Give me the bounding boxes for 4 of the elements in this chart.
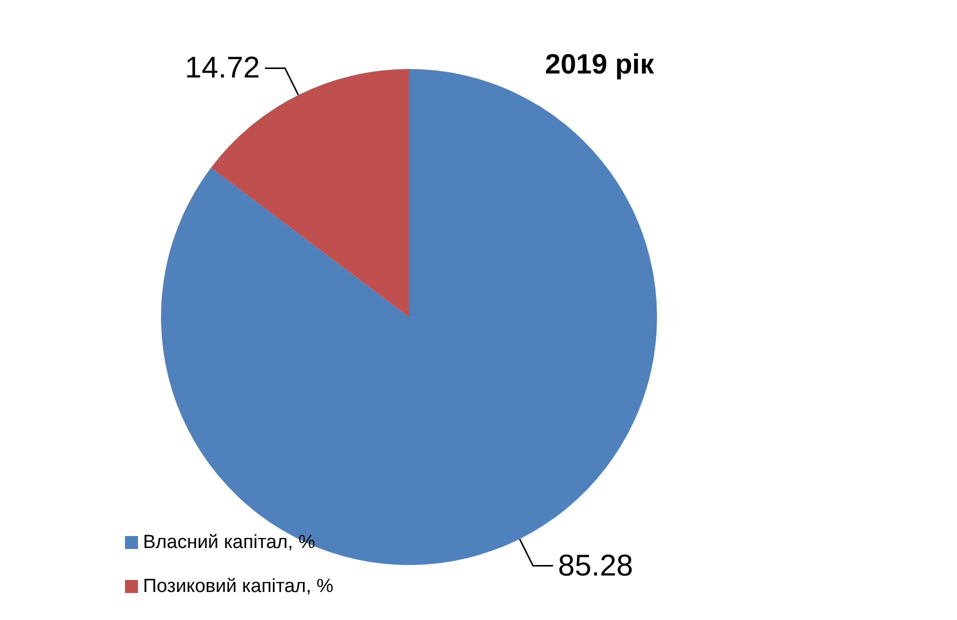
chart-title: 2019 рік [545, 48, 655, 80]
data-label: 14.72 [184, 52, 260, 85]
data-label: 85.28 [558, 549, 634, 582]
legend-label: Позиковий капітал, % [143, 576, 334, 597]
